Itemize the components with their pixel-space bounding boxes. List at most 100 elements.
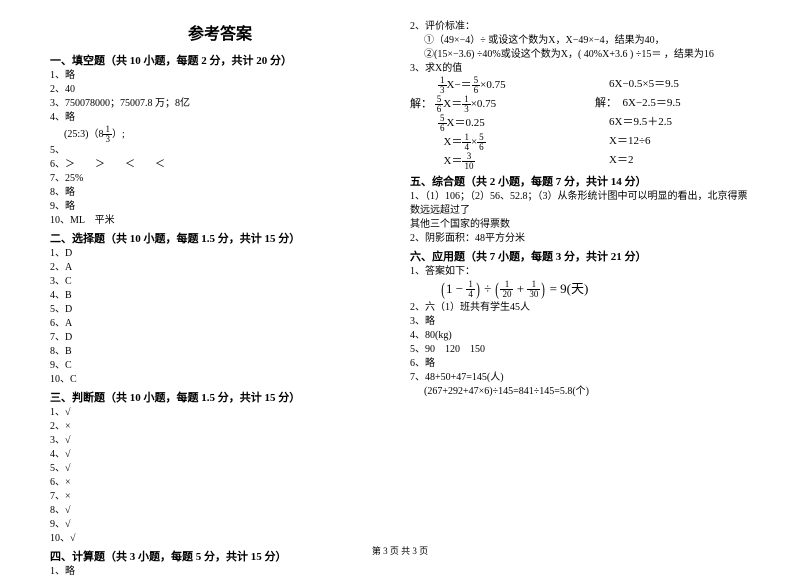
lparen-2: ( (496, 279, 500, 301)
q2-l2: ②(15×−3.6) ÷40%或设这个数为X，( 40%X+3.6 ) ÷15＝… (410, 48, 750, 62)
s1-i4: 4、略 (50, 111, 390, 125)
frac-1-4-b: 14 (466, 280, 475, 299)
q2-l1: ①（49×−4）÷ 或设这个数为X，X−49×−4，结果为40， (410, 34, 750, 48)
section-3-header: 三、判断题（共 10 小题，每题 1.5 分，共计 15 分） (50, 389, 390, 405)
q3-r2-right: 解： 6X−2.5＝9.5 (565, 95, 750, 114)
s5-l1: 1、（1）106；（2）56、52.8；（3）从条形统计图中可以明显的看出，北京… (410, 190, 750, 218)
frac-5-6-c: 56 (438, 114, 447, 133)
s5-l3: 2、阴影面积：48平方分米 (410, 232, 750, 246)
q3-r3-right: 6X＝9.5＋2.5 (579, 114, 750, 133)
s6-l2: 2、六（1）班共有学生45人 (410, 301, 750, 315)
left-column: 参考答案 一、填空题（共 10 小题，每题 2 分，共计 20 分） 1、略 2… (40, 20, 400, 535)
s1-i1: 1、略 (50, 69, 390, 83)
s3-i8: 8、√ (50, 504, 390, 518)
q3-r5-right: X＝2 (579, 152, 750, 171)
q3-row4: X＝14×56 X＝12÷6 (410, 133, 750, 152)
s6-l4: 4、80(kg) (410, 329, 750, 343)
q3-row2: 解： 56X＝13×0.75 解： 6X−2.5＝9.5 (410, 95, 750, 114)
q3-r1-right: 6X−0.5×5＝9.5 (579, 76, 750, 95)
rparen-1: ) (476, 279, 480, 301)
frac-5-6-d: 56 (477, 133, 486, 152)
q3-r1r: ×0.75 (480, 79, 505, 91)
s3-i2: 2、× (50, 420, 390, 434)
frac-3-10: 310 (462, 152, 475, 171)
q2-head: 2、评价标准： (410, 20, 750, 34)
q3-r4l: X＝ (444, 136, 463, 148)
s1-i2: 2、40 (50, 83, 390, 97)
s2-i4: 4、B (50, 289, 390, 303)
frac-5-6-a: 56 (472, 76, 481, 95)
s1-i5a: (25:3)（8 (64, 129, 103, 140)
s2-i1: 1、D (50, 247, 390, 261)
s3-i4: 4、√ (50, 448, 390, 462)
s3-i7: 7、× (50, 490, 390, 504)
s6-expr: (1 − 14) ÷ (120 + 130) = 9(天) (410, 279, 750, 301)
frac-1-20: 120 (500, 280, 513, 299)
s6-l7b: (267+292+47×6)÷145=841÷145=5.8(个) (410, 385, 750, 399)
title: 参考答案 (50, 20, 390, 44)
s1-i3: 3、750078000；75007.8 万；8亿 (50, 97, 390, 111)
s3-i1: 1、√ (50, 406, 390, 420)
s1-i5: 5、 (50, 144, 390, 158)
s2-i3: 3、C (50, 275, 390, 289)
q3-r4-left: X＝14×56 (410, 133, 579, 152)
s6-l5: 5、90 120 150 (410, 343, 750, 357)
q3-r2l: X＝ (443, 98, 462, 110)
s2-i10: 10、C (50, 373, 390, 387)
section-5-header: 五、综合题（共 2 小题，每题 7 分，共计 14 分） (410, 173, 750, 189)
section-2-header: 二、选择题（共 10 小题，每题 1.5 分，共计 15 分） (50, 230, 390, 246)
section-1-header: 一、填空题（共 10 小题，每题 2 分，共计 20 分） (50, 52, 390, 68)
right-column: 2、评价标准： ①（49×−4）÷ 或设这个数为X，X−49×−4，结果为40，… (400, 20, 760, 535)
q3-r1m: ＝ (461, 79, 472, 91)
q3-r3l: X＝0.25 (447, 117, 485, 129)
s1-i5b: ）; (112, 129, 125, 140)
page: 参考答案 一、填空题（共 10 小题，每题 2 分，共计 20 分） 1、略 2… (0, 0, 800, 565)
s1-i10: 10、ML 平米 (50, 214, 390, 228)
section-6-header: 六、应用题（共 7 小题，每题 3 分，共计 21 分） (410, 248, 750, 264)
s4-i1: 1、略 (50, 565, 390, 579)
s3-i3: 3、√ (50, 434, 390, 448)
q3-r5-left: X＝310 (410, 152, 579, 171)
s1-i5-expr: (25:3)（813）; (50, 125, 390, 144)
q3-head: 3、求X的值 (410, 62, 750, 76)
q3-r2-left: 解： 56X＝13×0.75 (410, 95, 565, 114)
s3-i5: 5、√ (50, 462, 390, 476)
s2-i5: 5、D (50, 303, 390, 317)
s2-i7: 7、D (50, 331, 390, 345)
s2-i8: 8、B (50, 345, 390, 359)
q3-row5: X＝310 X＝2 (410, 152, 750, 171)
frac-1-4-a: 14 (462, 133, 471, 152)
s1-i9: 9、略 (50, 200, 390, 214)
s5-l2: 其他三个国家的得票数 (410, 218, 750, 232)
q3-r2r: ×0.75 (471, 98, 496, 110)
q3-r1l: X− (447, 79, 461, 91)
rparen-2: ) (542, 279, 546, 301)
s6-l6: 6、略 (410, 357, 750, 371)
s3-i6: 6、× (50, 476, 390, 490)
q3-r4-right: X＝12÷6 (579, 133, 750, 152)
page-footer: 第 3 页 共 3 页 (0, 544, 800, 557)
s2-i2: 2、A (50, 261, 390, 275)
q3-r3-left: 56X＝0.25 (410, 114, 579, 133)
frac-1-30: 130 (527, 280, 540, 299)
s3-i9: 9、√ (50, 518, 390, 532)
s2-i6: 6、A (50, 317, 390, 331)
q3-r2pre: 解： (410, 98, 432, 110)
frac-1-3-b: 13 (438, 76, 447, 95)
s2-i9: 9、C (50, 359, 390, 373)
s1-i8: 8、略 (50, 186, 390, 200)
q3-r1-left: 13X−＝56×0.75 (410, 76, 579, 95)
frac-1-3-a: 13 (103, 125, 112, 144)
frac-1-3-c: 13 (462, 95, 471, 114)
q3-r5l: X＝ (444, 155, 463, 167)
q3-row3: 56X＝0.25 6X＝9.5＋2.5 (410, 114, 750, 133)
s1-i6: 6、＞ ＞ ＜ ＜ (50, 158, 390, 172)
s6-l1: 1、答案如下： (410, 265, 750, 279)
s1-i7: 7、25% (50, 172, 390, 186)
lparen-1: ( (441, 279, 445, 301)
s6-l7: 7、48+50+47=145(人) (410, 371, 750, 385)
s6-expr-eq: = 9(天) (546, 281, 588, 296)
s6-l3: 3、略 (410, 315, 750, 329)
q3-row1: 13X−＝56×0.75 6X−0.5×5＝9.5 (410, 76, 750, 95)
frac-5-6-b: 56 (435, 95, 444, 114)
